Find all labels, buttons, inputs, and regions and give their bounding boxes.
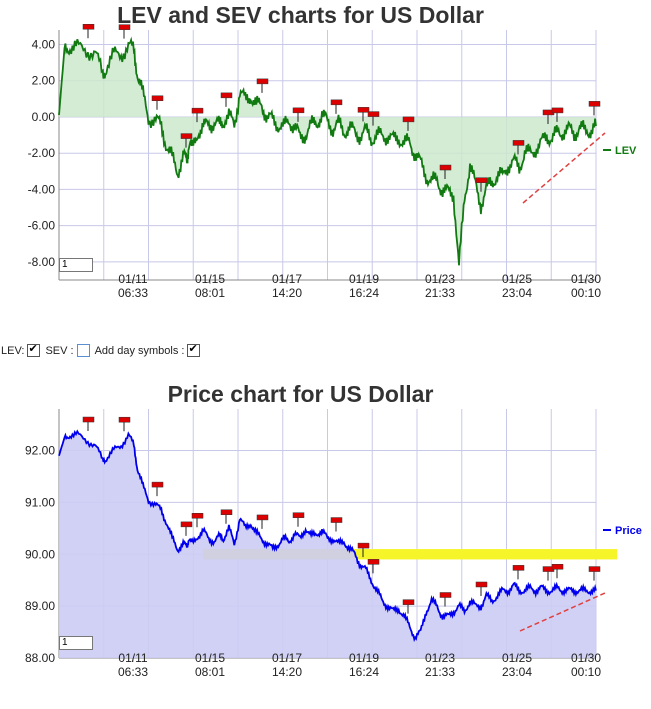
x-tick-date: 01/25 (502, 651, 532, 665)
trend-line (522, 132, 606, 204)
y-tick-label: 91.00 (25, 495, 55, 509)
day-marker (118, 416, 131, 423)
day-marker (475, 581, 488, 588)
y-tick-label: 89.00 (25, 599, 55, 613)
day-marker (151, 481, 164, 488)
x-tick-time: 14:20 (272, 286, 302, 300)
x-tick-time: 00:10 (571, 286, 601, 300)
x-tick-date: 01/25 (502, 272, 532, 286)
day-marker (439, 592, 452, 598)
day-marker (292, 512, 305, 518)
x-tick-date: 01/15 (195, 272, 225, 286)
day-marker (402, 116, 415, 123)
highlight-band (203, 549, 617, 560)
y-tick-label: -8.00 (28, 255, 56, 269)
x-tick-date: 01/15 (195, 651, 225, 665)
day-marker (357, 107, 370, 113)
x-tick-time: 06:33 (118, 665, 148, 679)
day-marker (551, 107, 564, 114)
lev-chart: 4.00 2.00 0.00 -2.00 -4.00 -6.00 -8.00 01/1106:… (28, 23, 637, 300)
x-tick-date: 01/17 (272, 272, 302, 286)
x-tick-date: 01/11 (118, 272, 147, 286)
y-tick-label: -2.00 (28, 146, 56, 160)
day-marker (330, 99, 343, 106)
day-marker (191, 513, 204, 519)
chart-controls: LEV: SEV : Add day symbols : (1, 342, 205, 357)
lev-checkbox-label: LEV: (1, 344, 25, 357)
day-marker (475, 177, 488, 183)
day-marker (512, 140, 525, 146)
day-marker (220, 92, 233, 99)
series-area (59, 431, 596, 658)
price-zoom-input[interactable]: 1 (59, 636, 93, 650)
x-tick-date: 01/30 (571, 651, 601, 665)
day-marker (367, 111, 380, 117)
day-marker (588, 101, 601, 107)
series-line (58, 36, 597, 266)
y-tick-label: 92.00 (25, 444, 55, 458)
day-marker (588, 566, 601, 572)
day-marker (512, 565, 525, 571)
x-tick-time: 16:24 (349, 286, 379, 300)
day-marker (357, 542, 370, 549)
day-marker (82, 416, 95, 423)
x-tick-time: 14:20 (272, 665, 302, 679)
day-marker (220, 509, 233, 515)
x-tick-time: 08:01 (195, 665, 225, 679)
day-marker (439, 164, 452, 171)
day-marker (402, 599, 415, 605)
x-tick-time: 00:10 (571, 665, 601, 679)
x-tick-time: 08:01 (195, 286, 225, 300)
y-tick-label: 88.00 (25, 651, 55, 665)
lev-checkbox[interactable] (27, 342, 41, 357)
x-tick-date: 01/17 (272, 651, 302, 665)
x-tick-date: 01/19 (349, 272, 379, 286)
legend-label: LEV (615, 145, 637, 157)
day-marker (330, 517, 343, 523)
day-marker (292, 107, 305, 114)
lev-chart-title: LEV and SEV charts for US Dollar (117, 2, 484, 28)
lev-zoom-input[interactable]: 1 (59, 258, 93, 272)
sev-checkbox-label: SEV : (45, 344, 74, 357)
x-tick-date: 01/23 (425, 272, 455, 286)
day-marker (367, 559, 380, 565)
y-tick-label: 0.00 (32, 110, 56, 124)
y-tick-label: 2.00 (32, 74, 56, 88)
x-tick-date: 01/19 (349, 651, 379, 665)
x-tick-time: 23:04 (502, 286, 532, 300)
x-tick-date: 01/23 (425, 651, 455, 665)
x-tick-time: 21:33 (425, 286, 455, 300)
sev-checkbox[interactable] (76, 344, 90, 357)
day-marker (256, 514, 269, 521)
y-tick-label: 4.00 (32, 37, 56, 51)
day-symbols-checkbox[interactable] (187, 342, 201, 357)
y-tick-label: -4.00 (28, 182, 56, 196)
day-marker (180, 521, 193, 528)
x-tick-time: 23:04 (502, 665, 532, 679)
price-chart-title: Price chart for US Dollar (167, 381, 434, 407)
day-marker (82, 23, 95, 30)
x-tick-time: 16:24 (349, 665, 379, 679)
day-marker (180, 133, 193, 139)
x-tick-time: 06:33 (118, 286, 148, 300)
x-tick-time: 21:33 (425, 665, 455, 679)
y-tick-label: -6.00 (28, 219, 56, 233)
day-marker (118, 24, 131, 30)
series-area (59, 39, 596, 266)
series-line (58, 429, 597, 643)
day-symbols-label: Add day symbols : (94, 344, 185, 357)
day-marker (151, 95, 164, 102)
x-tick-date: 01/30 (571, 272, 601, 286)
day-marker (551, 564, 564, 570)
day-marker (256, 78, 269, 85)
y-tick-label: 90.00 (25, 547, 55, 561)
x-tick-date: 01/11 (118, 651, 147, 665)
legend-label: Price (615, 525, 642, 537)
day-marker (191, 107, 204, 114)
